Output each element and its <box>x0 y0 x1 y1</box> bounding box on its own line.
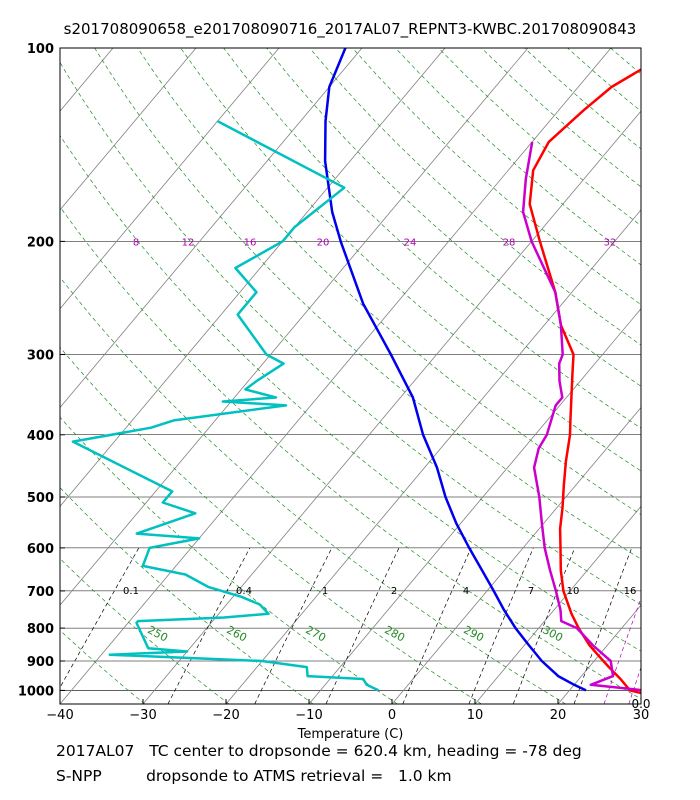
dry-adiabat-line <box>309 48 641 346</box>
isotherm-line <box>60 48 446 507</box>
dry-adiabat-line <box>352 48 641 306</box>
x-tick-label: 30 <box>633 708 650 723</box>
mixing-ratio-line <box>650 241 700 704</box>
caption-line-1: 2017AL07 TC center to dropsonde = 620.4 … <box>56 742 582 760</box>
dry-adiabat-line <box>60 134 641 652</box>
chart-title: s201708090658_e201708090716_2017AL07_REP… <box>63 20 637 38</box>
mixing-ratio-line <box>573 547 633 704</box>
atms-temperature-line <box>521 141 641 692</box>
dry-adiabat-label: 290 <box>461 623 486 644</box>
dry-adiabat-line <box>481 48 641 188</box>
isotherm-line <box>557 604 641 704</box>
mixing-ratio-line <box>468 547 534 704</box>
mixing-ratio-line <box>325 547 400 704</box>
mixing-ratio-label: 28 <box>503 237 516 248</box>
dry-adiabat-line <box>180 48 641 472</box>
dry-adiabat-line <box>610 48 641 75</box>
mixing-ratio-line <box>167 547 251 704</box>
atms-dewpoint-line <box>71 120 380 692</box>
dry-adiabat-line <box>60 629 146 704</box>
mixing-ratio-label: 1 <box>322 586 328 597</box>
series-lines <box>71 48 641 695</box>
mixing-ratio-line <box>60 547 140 689</box>
mixing-ratio-label: 0.4 <box>236 586 252 597</box>
dropsonde-dewpoint-line <box>323 48 587 692</box>
x-tick-label: 0 <box>388 708 396 723</box>
dry-adiabat-line <box>94 48 641 560</box>
x-tick-label: −10 <box>295 708 322 723</box>
dry-adiabat-line <box>60 206 641 700</box>
plot-frame <box>59 47 642 705</box>
x-tick-label: 10 <box>467 708 484 723</box>
dry-adiabat-line <box>697 48 700 704</box>
mixing-ratio-label: 0.1 <box>123 586 139 597</box>
dry-adiabat-label: 300 <box>540 623 565 644</box>
dry-adiabat-label: 270 <box>303 623 328 644</box>
x-tick-label: −30 <box>129 708 156 723</box>
mixing-ratio-label: 10 <box>567 586 580 597</box>
mixing-ratio-line <box>402 547 472 704</box>
isotherm-line <box>142 110 641 704</box>
isotherm-line <box>0 48 30 704</box>
p-tick-label: 200 <box>27 235 54 250</box>
isotherm-line <box>225 209 641 704</box>
dry-adiabat-label: 260 <box>224 623 249 644</box>
mixing-ratio-label: 20 <box>317 237 330 248</box>
mixing-ratio-label: 8 <box>133 237 139 248</box>
mixing-ratio-line <box>603 597 641 704</box>
mixing-ratio-label: 16 <box>244 237 257 248</box>
mixing-ratio-label: 24 <box>404 237 417 248</box>
caption-line-2: S-NPP dropsonde to ATMS retrieval = 1.0 … <box>56 767 452 785</box>
isotherm-line <box>60 48 280 310</box>
mixing-ratio-label: 2 <box>391 586 397 597</box>
axis-ticks: −40 −30 −20 −10 0 10 20 30 100 200 300 400 500 600 700… <box>18 42 649 723</box>
dry-adiabat-line <box>524 48 641 150</box>
dry-adiabat-label: 250 <box>145 623 170 644</box>
p-tick-label: 1000 <box>18 684 54 699</box>
mixing-ratio-label: 4 <box>463 586 469 597</box>
isotherm-line <box>60 48 529 606</box>
x-axis-label: Temperature (C) <box>297 727 404 742</box>
isotherm-line <box>60 48 114 112</box>
isotherm-line <box>60 48 197 211</box>
mixing-ratio-line <box>512 547 576 704</box>
p-tick-label: 100 <box>27 42 54 57</box>
p-tick-label: 800 <box>27 622 54 637</box>
x-tick-label: −20 <box>212 708 239 723</box>
mixing-ratio-label: 7 <box>528 586 534 597</box>
p-tick-label: 400 <box>27 429 54 444</box>
mixing-ratio-line <box>254 547 333 704</box>
mixing-ratio-label: 12 <box>182 237 195 248</box>
dropsonde-temperature-line <box>528 68 641 695</box>
isotherm-line <box>60 48 363 409</box>
isotherm-line <box>308 308 641 704</box>
p-tick-label: 700 <box>27 585 54 600</box>
isotherm-line <box>60 48 612 704</box>
dry-adiabat-line <box>567 48 641 112</box>
dry-adiabat-line <box>60 346 482 704</box>
p-tick-label: 300 <box>27 348 54 363</box>
background-lines <box>0 48 700 704</box>
p-tick-label: 600 <box>27 542 54 557</box>
x-tick-label: 20 <box>550 708 567 723</box>
p-tick-label: 500 <box>27 491 54 506</box>
isotherm-line <box>640 703 641 704</box>
x-tick-label: −40 <box>46 708 73 723</box>
mixing-ratio-line <box>669 241 700 704</box>
isotherm-line <box>474 505 641 704</box>
mixing-ratio-label: 32 <box>604 237 617 248</box>
dry-adiabat-line <box>60 276 566 704</box>
dry-adiabat-line <box>654 48 700 704</box>
isotherm-line <box>391 406 641 704</box>
mixing-ratio-label: 16 <box>624 586 637 597</box>
p-tick-label: 900 <box>27 655 54 670</box>
dry-adiabat-line <box>223 48 641 429</box>
dry-adiabat-label: 280 <box>382 623 407 644</box>
dry-adiabat-line <box>266 48 641 387</box>
dry-adiabat-line <box>60 61 641 606</box>
dry-adiabat-line <box>60 702 61 704</box>
